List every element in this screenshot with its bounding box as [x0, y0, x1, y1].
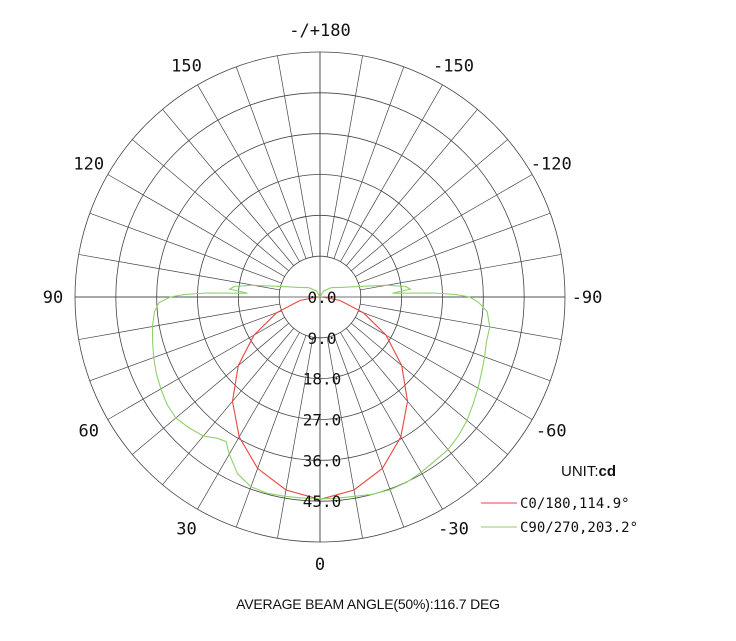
angle-label: 60 [78, 422, 98, 442]
grid-spoke [360, 254, 562, 291]
grid-spoke [351, 139, 508, 272]
grid-spoke [197, 332, 300, 510]
ring-label: 36.0 [303, 451, 342, 470]
grid-spoke [132, 139, 289, 272]
polar-grid [74, 51, 566, 543]
grid-spoke [132, 322, 289, 455]
angle-label: -/+180 [289, 21, 350, 41]
grid-spoke [351, 322, 508, 455]
grid-spoke [358, 310, 551, 382]
grid-spoke [162, 109, 295, 266]
grid-spoke [326, 337, 363, 539]
ring-label: 27.0 [303, 411, 342, 430]
angle-labels: -/+180 150 -150 120 -120 90 -90 60 -60 30 -30 0 [43, 21, 603, 575]
grid-spoke [78, 254, 280, 291]
grid-spoke [358, 212, 551, 284]
angle-label: 30 [176, 519, 196, 539]
grid-spoke [333, 335, 405, 528]
grid-spoke [107, 174, 285, 277]
grid-spoke [333, 66, 405, 259]
grid-spoke [277, 55, 314, 257]
angle-label: 120 [73, 154, 104, 174]
legend-label-c90-270: C90/270,203.2° [520, 520, 638, 536]
grid-spoke [326, 55, 363, 257]
beam-angle-footer: AVERAGE BEAM ANGLE(50%):116.7 DEG [236, 596, 500, 612]
ring-label: 18.0 [303, 370, 342, 389]
unit-label: UNIT:cd [561, 463, 616, 480]
angle-label: -150 [433, 57, 474, 77]
grid-spoke [355, 174, 533, 277]
grid-spoke [277, 337, 314, 539]
angle-label: -90 [572, 288, 603, 308]
angle-label: 0 [315, 555, 325, 575]
angle-label: -120 [531, 154, 572, 174]
grid-spoke [360, 303, 562, 340]
grid-spoke [235, 66, 307, 259]
grid-spoke [162, 328, 295, 485]
angle-label: -30 [438, 519, 469, 539]
ring-label: 45.0 [303, 492, 342, 511]
grid-spoke [340, 84, 443, 262]
grid-spoke [345, 109, 478, 266]
grid-spoke [89, 212, 282, 284]
curves [151, 284, 491, 500]
ring-label: 9.0 [308, 329, 337, 348]
angle-label: -60 [536, 422, 567, 442]
series-curve-1 [151, 284, 491, 500]
grid-spoke [197, 84, 300, 262]
grid-spoke [345, 328, 478, 485]
angle-label: 90 [43, 288, 63, 308]
legend-label-c0-180: C0/180,114.9° [520, 496, 630, 512]
grid-spoke [235, 335, 307, 528]
ring-labels: 0.0 9.0 18.0 27.0 36.0 45.0 [303, 288, 342, 511]
grid-spoke [78, 303, 280, 340]
grid-spoke [340, 332, 443, 510]
grid-spoke [89, 310, 282, 382]
legend: UNIT:cd C0/180,114.9° C90/270,203.2° [481, 463, 638, 536]
angle-label: 150 [171, 57, 202, 77]
ring-label: 0.0 [308, 288, 337, 307]
